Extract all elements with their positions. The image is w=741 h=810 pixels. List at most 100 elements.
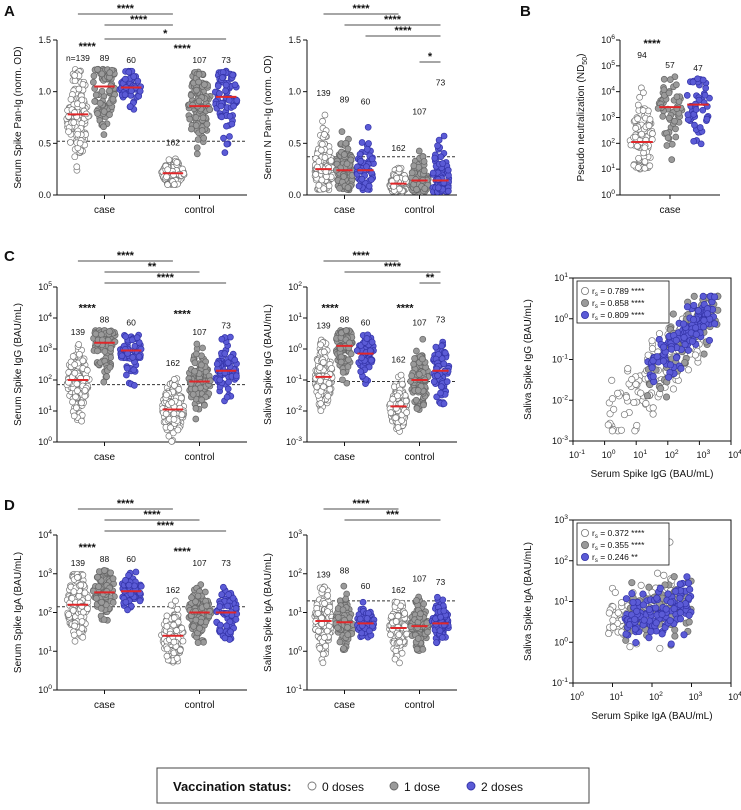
data-point bbox=[339, 369, 347, 376]
data-point bbox=[631, 615, 639, 623]
data-point bbox=[191, 385, 199, 393]
data-point bbox=[660, 343, 668, 351]
data-point bbox=[432, 343, 440, 351]
y-tick-label: 0.5 bbox=[288, 138, 301, 148]
n-label: 60 bbox=[126, 318, 136, 328]
x-tick-label: 104 bbox=[728, 449, 741, 460]
data-point bbox=[628, 579, 636, 587]
data-point bbox=[396, 638, 403, 646]
y-tick-label: 105 bbox=[38, 281, 52, 292]
data-point bbox=[437, 613, 444, 621]
data-point bbox=[438, 383, 445, 390]
data-point bbox=[434, 184, 442, 192]
y-tick-label: 102 bbox=[554, 555, 568, 566]
data-point bbox=[659, 357, 668, 365]
n-label: 139 bbox=[316, 321, 330, 331]
data-point bbox=[67, 139, 74, 146]
data-point bbox=[685, 611, 693, 619]
n-label: 139 bbox=[316, 88, 330, 98]
data-point bbox=[340, 645, 347, 652]
y-axis-label: Saliva Spike IgG (BAU/mL) bbox=[263, 304, 274, 425]
data-point bbox=[71, 361, 79, 369]
n-label: 139 bbox=[71, 327, 85, 337]
data-point bbox=[167, 424, 174, 431]
data-point bbox=[125, 68, 133, 76]
stats-legend-marker bbox=[581, 541, 590, 550]
y-tick-label: 103 bbox=[288, 529, 302, 540]
data-point bbox=[173, 627, 180, 634]
data-point bbox=[646, 116, 654, 123]
data-point bbox=[635, 164, 642, 171]
data-point bbox=[186, 115, 194, 123]
data-point bbox=[100, 108, 108, 115]
y-tick-label: 100 bbox=[601, 189, 615, 200]
sig-stars: **** bbox=[384, 14, 402, 26]
data-point bbox=[624, 365, 632, 373]
data-point bbox=[137, 582, 145, 590]
data-point bbox=[65, 611, 72, 618]
n-label: 60 bbox=[126, 554, 136, 564]
n-label: 94 bbox=[637, 50, 647, 60]
data-point bbox=[439, 596, 447, 604]
data-point bbox=[233, 372, 240, 380]
data-point bbox=[216, 376, 224, 384]
data-point bbox=[394, 424, 402, 431]
data-point bbox=[689, 316, 698, 324]
data-point bbox=[664, 134, 672, 142]
x-axis-label: Serum Spike IgA (BAU/mL) bbox=[591, 711, 712, 722]
data-point bbox=[73, 404, 80, 412]
data-point bbox=[96, 99, 104, 107]
data-point bbox=[221, 634, 229, 642]
data-point bbox=[107, 569, 114, 577]
data-point bbox=[320, 348, 328, 356]
sig-stars: * bbox=[428, 51, 433, 63]
data-point bbox=[321, 600, 328, 607]
data-point bbox=[231, 356, 239, 364]
data-point bbox=[401, 175, 409, 183]
data-point bbox=[77, 581, 85, 589]
data-point bbox=[70, 119, 78, 126]
n-label: 47 bbox=[693, 63, 703, 73]
sig-stars: **** bbox=[396, 302, 414, 314]
data-point bbox=[221, 350, 229, 357]
data-point bbox=[101, 348, 109, 355]
data-point bbox=[634, 101, 642, 109]
data-point bbox=[136, 597, 144, 605]
data-point bbox=[90, 78, 97, 86]
n-label: 88 bbox=[100, 554, 110, 564]
data-point bbox=[95, 583, 102, 591]
y-axis-label: Saliva Spike IgG (BAU/mL) bbox=[523, 299, 534, 420]
data-point bbox=[321, 634, 328, 641]
data-point bbox=[192, 122, 200, 129]
data-point bbox=[74, 130, 82, 138]
data-point bbox=[626, 643, 634, 651]
data-point bbox=[673, 93, 681, 101]
data-point bbox=[671, 632, 679, 640]
data-point bbox=[344, 145, 352, 153]
data-point bbox=[75, 350, 83, 358]
data-point bbox=[225, 591, 232, 598]
data-point bbox=[163, 645, 171, 653]
panel-letter-c: C bbox=[4, 248, 15, 265]
data-point bbox=[692, 106, 700, 113]
data-point bbox=[656, 644, 664, 652]
data-point bbox=[317, 407, 325, 414]
data-point bbox=[340, 173, 348, 180]
data-point bbox=[172, 597, 179, 605]
data-point bbox=[414, 635, 422, 642]
data-point bbox=[222, 87, 229, 95]
data-point bbox=[192, 616, 200, 624]
y-tick-label: 10-1 bbox=[552, 354, 568, 365]
n-label: 73 bbox=[436, 78, 446, 88]
x-group-label: case bbox=[94, 205, 116, 216]
data-point bbox=[176, 646, 184, 654]
data-point bbox=[667, 640, 675, 648]
x-tick-label: 101 bbox=[633, 449, 647, 460]
data-point bbox=[192, 405, 200, 412]
data-point bbox=[417, 610, 424, 618]
y-axis-label: Serum Spike IgA (BAU/mL) bbox=[13, 552, 24, 673]
data-point bbox=[685, 618, 693, 626]
data-point bbox=[665, 373, 673, 381]
data-point bbox=[111, 338, 119, 346]
